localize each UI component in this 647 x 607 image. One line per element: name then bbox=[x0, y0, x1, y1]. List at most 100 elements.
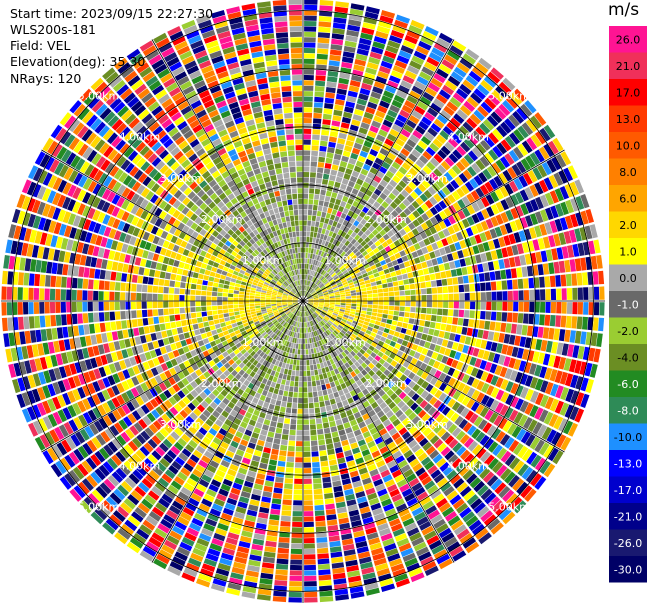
gate-cell bbox=[270, 454, 278, 461]
gate-cell bbox=[388, 166, 398, 175]
gate-cell bbox=[326, 274, 331, 280]
gate-cell bbox=[457, 250, 464, 259]
gate-cell bbox=[390, 29, 405, 39]
gate-cell bbox=[395, 326, 402, 333]
gate-cell bbox=[456, 326, 463, 334]
gate-cell bbox=[262, 556, 275, 564]
gate-cell bbox=[318, 156, 326, 163]
gate-cell bbox=[429, 343, 436, 351]
gate-cell bbox=[307, 286, 311, 292]
gate-cell bbox=[165, 322, 171, 330]
gate-cell bbox=[184, 295, 190, 301]
gate-cell bbox=[530, 390, 539, 403]
gate-cell bbox=[462, 207, 471, 218]
gate-cell bbox=[255, 305, 261, 309]
gate-cell bbox=[482, 350, 490, 361]
gate-cell bbox=[28, 316, 35, 329]
gate-cell bbox=[328, 393, 335, 400]
gate-cell bbox=[333, 259, 339, 265]
gate-cell bbox=[386, 205, 394, 213]
gate-cell bbox=[389, 104, 400, 114]
gate-cell bbox=[512, 279, 518, 290]
gate-cell bbox=[401, 255, 409, 262]
gate-cell bbox=[315, 183, 321, 190]
gate-cell bbox=[480, 371, 489, 382]
gate-cell bbox=[389, 340, 397, 347]
gate-cell bbox=[456, 88, 469, 100]
gate-cell bbox=[345, 307, 351, 311]
gate-cell bbox=[446, 121, 458, 133]
gate-cell bbox=[334, 104, 344, 111]
gate-cell bbox=[318, 26, 331, 33]
gate-cell bbox=[459, 258, 466, 267]
gate-cell bbox=[446, 278, 453, 286]
gate-cell bbox=[103, 291, 110, 301]
gate-cell bbox=[240, 313, 246, 318]
gate-cell bbox=[490, 67, 504, 80]
gate-cell bbox=[432, 294, 438, 301]
gate-cell bbox=[190, 312, 197, 319]
gate-cell bbox=[296, 430, 303, 436]
gate-cell bbox=[319, 0, 334, 6]
gate-cell bbox=[297, 408, 303, 414]
gate-cell bbox=[318, 295, 324, 298]
gate-cell bbox=[238, 304, 244, 308]
gate-cell bbox=[329, 49, 342, 56]
gate-cell bbox=[325, 157, 333, 164]
gate-cell bbox=[486, 425, 497, 437]
gate-cell bbox=[547, 140, 559, 155]
gate-cell bbox=[356, 178, 364, 186]
gate-cell bbox=[420, 136, 432, 146]
gate-cell bbox=[436, 37, 451, 49]
gate-cell bbox=[267, 431, 275, 438]
gate-cell bbox=[263, 485, 273, 493]
gate-cell bbox=[313, 284, 318, 289]
gate-cell bbox=[470, 292, 476, 301]
gate-cell bbox=[298, 392, 303, 398]
gate-cell bbox=[339, 265, 345, 271]
gate-cell bbox=[508, 114, 520, 128]
gate-cell bbox=[368, 322, 375, 328]
gate-cell bbox=[314, 510, 325, 516]
gate-cell bbox=[387, 345, 394, 352]
gate-cell bbox=[428, 266, 435, 274]
gate-cell bbox=[328, 454, 336, 461]
gate-cell bbox=[342, 269, 348, 275]
gate-cell bbox=[304, 291, 307, 296]
gate-cell bbox=[523, 361, 532, 374]
gate-cell bbox=[429, 196, 438, 206]
gate-cell bbox=[363, 214, 371, 222]
gate-cell bbox=[306, 280, 309, 286]
gate-cell bbox=[333, 153, 342, 161]
gate-cell bbox=[518, 230, 527, 242]
gate-cell bbox=[334, 277, 340, 282]
gate-cell bbox=[430, 77, 443, 88]
gate-cell bbox=[337, 314, 343, 319]
gate-cell bbox=[314, 402, 320, 408]
gate-cell bbox=[89, 323, 96, 334]
gate-cell bbox=[308, 280, 311, 286]
gate-cell bbox=[491, 301, 497, 311]
gate-cell bbox=[421, 261, 428, 269]
gate-cell bbox=[346, 95, 357, 103]
gate-cell bbox=[394, 157, 404, 166]
gate-cell bbox=[544, 276, 551, 288]
gate-cell bbox=[87, 301, 93, 312]
gate-cell bbox=[482, 168, 493, 180]
gate-cell bbox=[283, 423, 290, 430]
gate-cell bbox=[550, 383, 559, 397]
gate-cell bbox=[414, 187, 423, 196]
gate-cell bbox=[330, 243, 335, 250]
gate-cell bbox=[344, 233, 351, 240]
gate-cell bbox=[396, 338, 404, 345]
gate-cell bbox=[304, 269, 307, 275]
gate-cell bbox=[419, 339, 426, 347]
gate-cell bbox=[238, 301, 244, 305]
gate-cell bbox=[471, 389, 481, 400]
gate-cell bbox=[153, 316, 160, 324]
gate-cell bbox=[393, 94, 405, 104]
gate-cell bbox=[415, 173, 425, 183]
gate-cell bbox=[524, 402, 534, 415]
gate-cell bbox=[326, 224, 332, 231]
gate-cell bbox=[325, 383, 331, 390]
